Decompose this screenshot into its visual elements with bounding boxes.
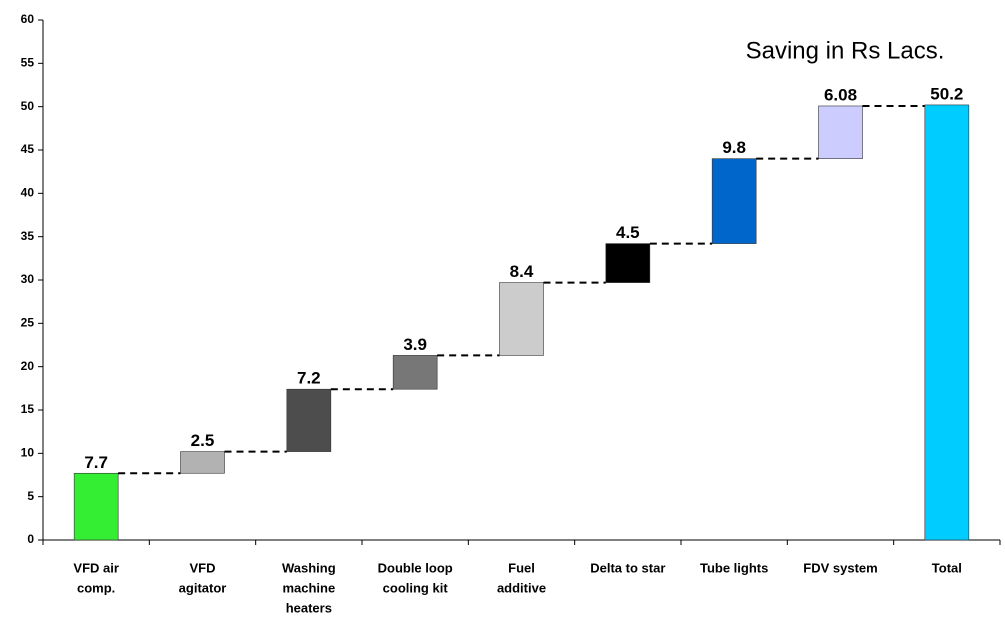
x-tick-label: agitator [179,580,227,595]
x-tick-label: cooling kit [383,580,449,595]
x-tick-label: FDV system [803,560,877,575]
y-tick-label: 0 [27,532,34,546]
y-tick-label: 50 [21,99,35,113]
x-tick-label: VFD air [73,560,119,575]
x-tick-label: Fuel [508,560,535,575]
y-tick-label: 40 [21,186,35,200]
data-label: 50.2 [930,84,963,103]
bar [73,472,119,541]
y-tick-label: 20 [21,359,35,373]
y-tick-label: 55 [21,56,35,70]
x-tick-label: VFD [190,560,216,575]
x-tick-label: Tube lights [700,560,768,575]
y-tick-label: 45 [21,142,35,156]
x-tick-label: Total [932,560,962,575]
data-label: 3.9 [403,335,427,354]
bar [924,104,970,541]
y-tick-label: 35 [21,229,35,243]
x-tick-label: machine [282,580,335,595]
bar [286,388,332,452]
annotation: Saving in Rs Lacs. [746,37,945,64]
data-label: 9.8 [722,138,746,157]
y-tick-label: 30 [21,272,35,286]
bar [392,355,438,390]
data-label: 7.7 [84,453,108,472]
y-tick-label: 25 [21,316,35,330]
bar [818,105,863,159]
bar [499,282,544,356]
x-tick-label: Washing [282,560,336,575]
x-tick-label: Double loop [378,560,453,575]
data-label: 2.5 [191,431,215,450]
bar [180,451,225,474]
data-label: 4.5 [616,223,640,242]
data-label: 7.2 [297,369,321,388]
y-tick-label: 60 [21,12,35,26]
x-tick-label: additive [497,580,546,595]
bar [605,243,651,283]
y-tick-label: 15 [21,402,35,416]
y-tick-label: 5 [27,489,34,503]
x-tick-label: comp. [77,580,115,595]
bar [711,158,757,244]
x-tick-label: Delta to star [590,560,665,575]
data-label: 8.4 [510,262,534,281]
data-label: 6.08 [824,85,857,104]
x-tick-label: heaters [286,600,332,615]
y-tick-label: 10 [21,446,35,460]
